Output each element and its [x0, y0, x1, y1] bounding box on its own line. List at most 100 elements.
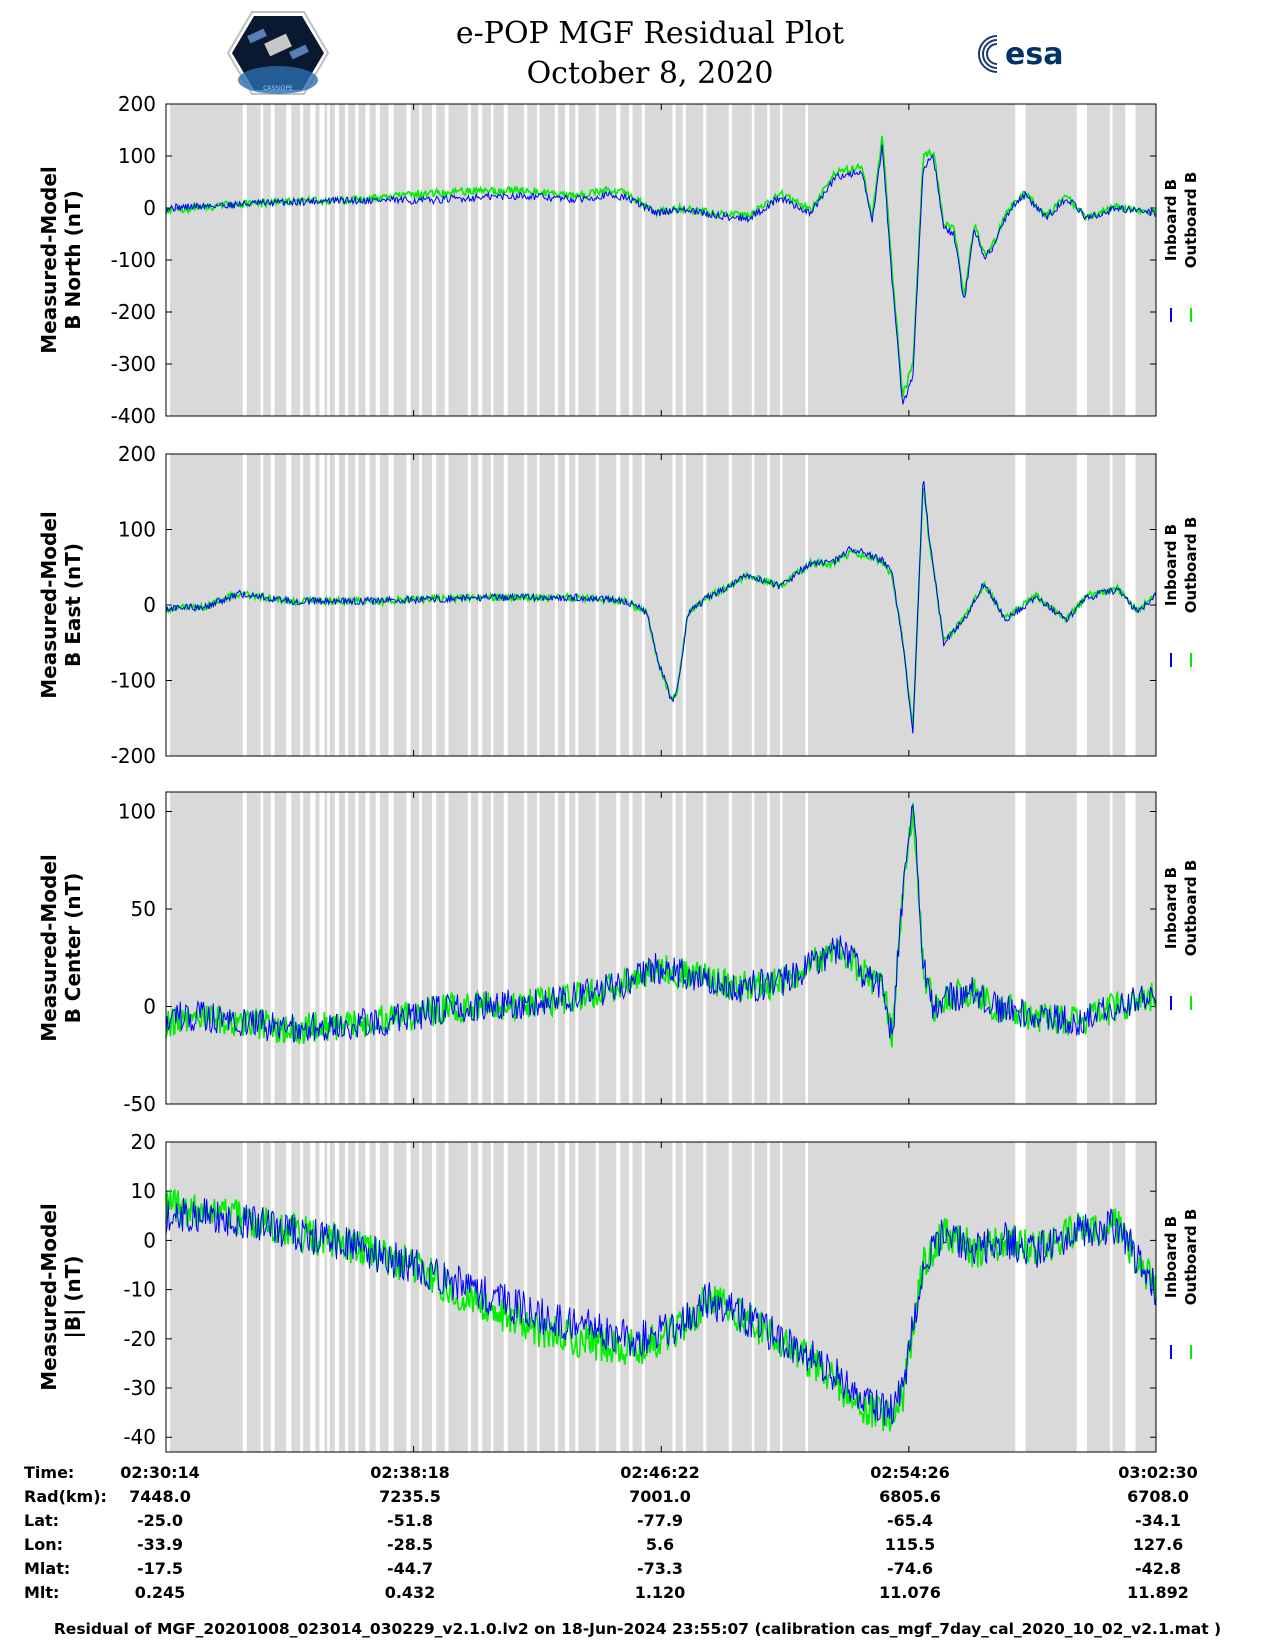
data-gap: [703, 792, 707, 1104]
data-gap: [536, 104, 540, 416]
data-gap: [779, 104, 783, 416]
info-cell: 6805.6: [879, 1487, 941, 1506]
data-gap: [319, 792, 325, 1104]
data-gap: [432, 104, 437, 416]
data-gap: [1015, 792, 1026, 1104]
data-gap: [751, 104, 755, 416]
data-gap: [1076, 1142, 1087, 1452]
data-gap: [319, 104, 325, 416]
data-gap-stripe: [242, 1142, 247, 1452]
y-axis-label-line2: B Center (nT): [61, 873, 85, 1024]
data-gap: [536, 792, 540, 1104]
info-cell: 7235.5: [379, 1487, 441, 1506]
data-gap: [641, 104, 645, 416]
data-gap: [260, 104, 264, 416]
data-gap: [388, 104, 394, 416]
data-gap: [565, 1142, 570, 1452]
y-axis-label-line2: |B| (nT): [61, 1256, 85, 1339]
y-axis-label: Measured-ModelB East (nT): [37, 511, 85, 699]
data-gap: [365, 1142, 370, 1452]
panel-1: 200 100 0 -100 -200 -300 -400 Measured-ModelB N…: [37, 92, 1200, 428]
info-cell: -77.9: [636, 1511, 684, 1530]
info-cell: -51.8: [386, 1511, 434, 1530]
y-axis-label: Measured-ModelB Center (nT): [37, 854, 85, 1042]
data-gap: [432, 792, 437, 1104]
data-gap: [672, 104, 676, 416]
data-gap: [490, 104, 494, 416]
y-axis-label-line1: Measured-Model: [37, 511, 61, 699]
data-gap: [478, 1142, 483, 1452]
data-gap: [703, 104, 707, 416]
y-axis-label-line1: Measured-Model: [37, 1203, 61, 1391]
data-gap: [388, 792, 394, 1104]
data-gap: [616, 104, 621, 416]
data-gap: [327, 792, 330, 1104]
data-gap: [490, 1142, 494, 1452]
y-axis-label: Measured-Model|B| (nT): [37, 1203, 85, 1391]
data-gap: [270, 792, 275, 1104]
data-gap: [641, 792, 645, 1104]
data-gap: [286, 454, 292, 756]
data-gap: [565, 454, 570, 756]
data-gap: [375, 1142, 380, 1452]
data-gap: [327, 1142, 330, 1452]
data-gap: [565, 104, 570, 416]
chart-title: e-POP MGF Residual Plot October 8, 2020: [400, 14, 900, 94]
data-gap: [286, 792, 292, 1104]
info-cell: -42.8: [1134, 1559, 1182, 1578]
info-cell: 6708.0: [1127, 1487, 1189, 1506]
data-gap: [779, 792, 783, 1104]
data-gap: [575, 104, 579, 416]
y-tick-label: -200: [111, 300, 156, 324]
shaded-region: [166, 454, 1156, 756]
data-gap: [672, 454, 676, 756]
data-gap: [728, 1142, 732, 1452]
title-line-2: October 8, 2020: [526, 56, 774, 91]
data-gap: [490, 454, 494, 756]
esa-logo: esa: [978, 35, 1063, 73]
info-cell: 127.6: [1132, 1535, 1184, 1554]
data-gap: [388, 1142, 394, 1452]
y-tick-label: -100: [111, 669, 156, 693]
data-gap: [270, 104, 275, 416]
data-gap: [334, 1142, 339, 1452]
data-gap: [554, 454, 558, 756]
data-gap: [345, 454, 349, 756]
data-gap: [365, 792, 370, 1104]
y-tick-label: -100: [111, 248, 156, 272]
y-tick-label: -200: [111, 744, 156, 768]
y-axis-label-line2: B North (nT): [61, 190, 85, 329]
y-tick-label: 50: [131, 897, 156, 921]
data-gap: [536, 1142, 540, 1452]
y-axis-label: Measured-ModelB North (nT): [37, 166, 85, 354]
data-gap: [419, 454, 422, 756]
data-gap: [1109, 104, 1113, 416]
data-gap-stripe: [166, 792, 170, 1104]
data-gap: [1109, 1142, 1113, 1452]
data-gap: [260, 792, 264, 1104]
info-cell: -34.1: [1134, 1511, 1182, 1530]
y-tick-label: -40: [123, 1425, 156, 1449]
info-cell: 0.245: [134, 1583, 186, 1602]
data-gap-stripe: [242, 792, 247, 1104]
legend-outboard-label: Outboard B: [1182, 860, 1200, 957]
data-gap: [554, 1142, 558, 1452]
data-gap: [319, 454, 325, 756]
legend-outboard-label: Outboard B: [1182, 517, 1200, 614]
data-gap: [805, 454, 809, 756]
data-gap: [595, 792, 599, 1104]
data-gap: [432, 454, 437, 756]
data-gap: [406, 792, 411, 1104]
legend-outboard-label: Outboard B: [1182, 172, 1200, 269]
data-gap-stripe: [242, 454, 247, 756]
y-tick-label: -30: [123, 1376, 156, 1400]
info-cell: -65.4: [886, 1511, 934, 1530]
data-gap: [406, 454, 411, 756]
data-gap: [629, 104, 633, 416]
info-cell: -73.3: [636, 1559, 684, 1578]
data-gap: [444, 454, 449, 756]
y-tick-label: 100: [118, 144, 156, 168]
y-tick-label: -50: [123, 1092, 156, 1116]
data-gap: [554, 104, 558, 416]
data-gap: [616, 792, 621, 1104]
